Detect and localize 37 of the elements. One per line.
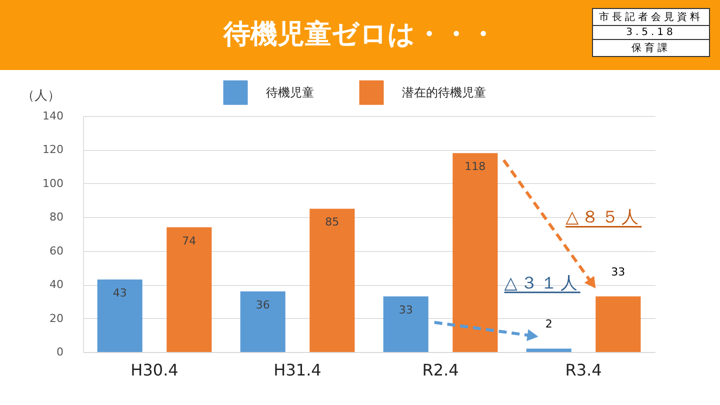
x-tick-label: H31.4 xyxy=(274,360,322,380)
data-label: 36 xyxy=(256,298,270,312)
annotation: △８５人 xyxy=(566,208,642,228)
data-label: 2 xyxy=(545,318,552,331)
text: 保育課 xyxy=(593,39,709,56)
text: 市長記者会見資料 xyxy=(598,10,704,25)
bar xyxy=(240,291,286,352)
annotation: △３１人 xyxy=(504,273,580,294)
legend-label: 潜在的待機児童 xyxy=(402,86,486,100)
data-label: 118 xyxy=(464,160,486,174)
y-tick-label: 80 xyxy=(50,210,64,224)
bar xyxy=(452,153,498,352)
chart-title: 待機児童ゼロは・・・ xyxy=(224,19,496,50)
x-tick-label: H30.4 xyxy=(130,360,178,380)
x-tick-label: R3.4 xyxy=(565,360,602,380)
data-label: 33 xyxy=(611,265,626,278)
text: 3.5.18 xyxy=(593,25,709,39)
y-tick-label: 120 xyxy=(42,143,64,156)
y-tick-label: 40 xyxy=(50,278,64,292)
y-tick-label: 100 xyxy=(42,176,64,190)
y-axis-title: （人） xyxy=(22,88,60,104)
data-label: 33 xyxy=(398,303,413,316)
bar xyxy=(596,296,641,352)
data-label: 43 xyxy=(112,286,127,300)
legend-label: 待機児童 xyxy=(266,86,314,100)
y-tick-label: 0 xyxy=(56,346,64,358)
data-label: 85 xyxy=(325,216,340,229)
data-label: 74 xyxy=(182,234,196,248)
bar xyxy=(310,208,355,352)
y-tick-label: 20 xyxy=(50,312,64,325)
y-tick-label: 140 xyxy=(42,110,64,122)
bar xyxy=(526,348,572,352)
bar xyxy=(166,227,212,352)
x-tick-label: R2.4 xyxy=(422,360,459,380)
bar xyxy=(383,296,428,352)
y-tick-label: 60 xyxy=(50,244,64,258)
bar xyxy=(97,280,142,352)
